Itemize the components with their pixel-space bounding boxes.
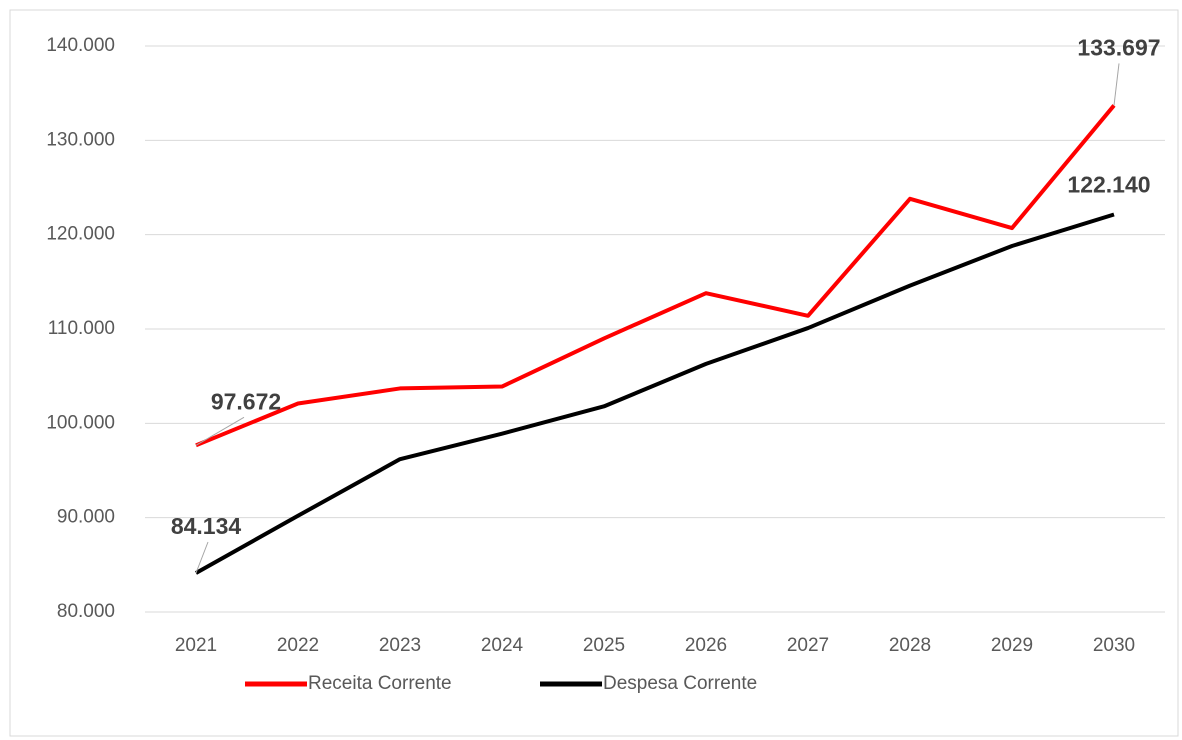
x-tick-label: 2023	[379, 635, 421, 656]
x-tick-label: 2022	[277, 635, 319, 656]
legend-label: Receita Corrente	[308, 673, 452, 694]
y-tick-label: 100.000	[46, 412, 115, 433]
y-tick-label: 140.000	[46, 35, 115, 56]
legend-label: Despesa Corrente	[603, 673, 757, 694]
x-tick-label: 2026	[685, 635, 727, 656]
x-tick-label: 2029	[991, 635, 1033, 656]
data-label: 133.697	[1077, 35, 1160, 61]
chart-border	[9, 9, 1179, 737]
y-tick-label: 90.000	[57, 507, 115, 528]
x-tick-label: 2025	[583, 635, 625, 656]
x-tick-label: 2021	[175, 635, 217, 656]
y-tick-label: 80.000	[57, 601, 115, 622]
x-tick-label: 2028	[889, 635, 931, 656]
y-tick-label: 110.000	[48, 318, 115, 339]
leader-line	[195, 416, 245, 446]
x-tick-label: 2027	[787, 635, 829, 656]
x-tick-label: 2030	[1093, 635, 1135, 656]
y-tick-label: 120.000	[46, 224, 115, 245]
data-line	[195, 212, 1115, 575]
leader-line	[1113, 63, 1120, 106]
data-line	[195, 104, 1116, 448]
data-label: 122.140	[1067, 172, 1150, 198]
data-label: 84.134	[171, 513, 242, 539]
x-tick-label: 2024	[481, 635, 524, 656]
y-tick-label: 130.000	[46, 129, 115, 150]
leader-line	[195, 541, 209, 574]
data-label: 97.672	[211, 388, 281, 414]
